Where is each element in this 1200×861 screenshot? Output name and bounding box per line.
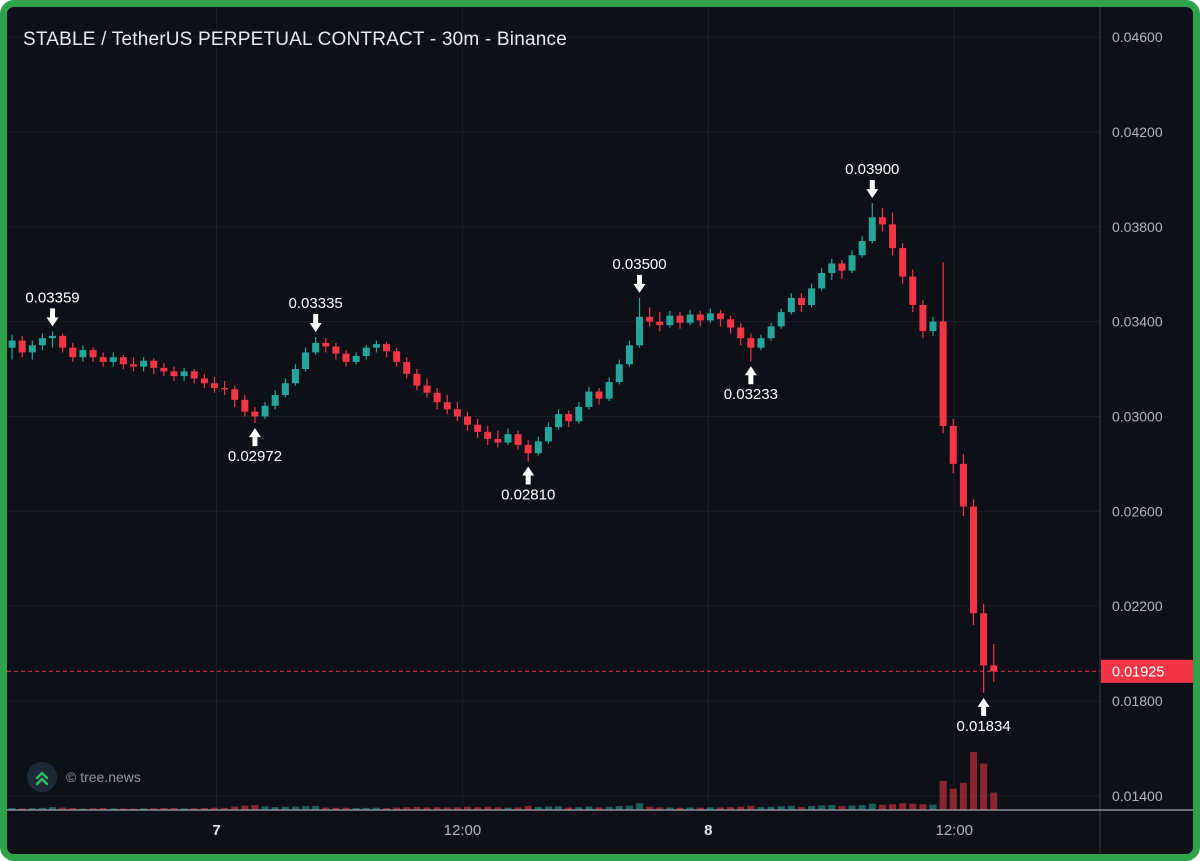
arrow-down-icon xyxy=(46,308,59,327)
annotation-label: 0.01834 xyxy=(956,718,1010,735)
arrow-up-icon xyxy=(977,697,990,716)
arrow-up-icon xyxy=(744,366,757,385)
price-tick-label: 0.02200 xyxy=(1112,598,1163,614)
price-axis[interactable]: 0.04600 0.04200 0.03800 0.03400 0.03000 0.026… xyxy=(1112,29,1163,804)
attribution-text: © tree.news xyxy=(66,769,141,785)
grid xyxy=(7,7,1100,810)
annotation-label: 0.03500 xyxy=(612,256,666,273)
arrow-up-icon xyxy=(248,428,261,447)
price-tick-label: 0.03800 xyxy=(1112,219,1163,235)
time-axis[interactable]: 7 12:00 8 12:00 xyxy=(212,822,973,839)
tree-news-logo-icon xyxy=(27,762,57,792)
annotation-label: 0.02810 xyxy=(501,486,555,503)
attribution: © tree.news xyxy=(27,762,141,792)
arrow-down-icon xyxy=(633,274,646,293)
price-tick-label: 0.02600 xyxy=(1112,503,1163,519)
annotation-label: 0.03900 xyxy=(845,161,899,178)
annotation-label: 0.03233 xyxy=(724,386,778,403)
annotation-label: 0.02972 xyxy=(228,448,282,465)
price-tick-label: 0.01800 xyxy=(1112,693,1163,709)
chart-title: STABLE / TetherUS PERPETUAL CONTRACT - 3… xyxy=(23,29,567,50)
arrow-down-icon xyxy=(866,180,879,199)
price-tick-label: 0.01400 xyxy=(1112,788,1163,804)
last-price-tag: 0.01925 xyxy=(1101,659,1193,683)
arrow-down-icon xyxy=(309,314,322,333)
price-tick-label: 0.04200 xyxy=(1112,124,1163,140)
annotations: 0.03359 0.02972 0.03335 0.02810 0.03500 0.032… xyxy=(25,161,1010,735)
time-tick-label: 8 xyxy=(704,822,712,839)
candlestick-chart-canvas[interactable]: 0.03359 0.02972 0.03335 0.02810 0.03500 0.032… xyxy=(7,7,1193,854)
price-tick-label: 0.04600 xyxy=(1112,29,1163,45)
time-tick-label: 12:00 xyxy=(444,822,482,839)
time-tick-label: 12:00 xyxy=(935,822,973,839)
time-tick-label: 7 xyxy=(212,822,220,839)
annotation-label: 0.03335 xyxy=(289,295,343,312)
price-tick-label: 0.03000 xyxy=(1112,408,1163,424)
last-price-value: 0.01925 xyxy=(1112,664,1164,680)
price-tick-label: 0.03400 xyxy=(1112,314,1163,330)
price-chart-pane[interactable]: 0.03359 0.02972 0.03335 0.02810 0.03500 0.032… xyxy=(7,7,1193,854)
annotation-label: 0.03359 xyxy=(25,289,79,306)
candles xyxy=(8,203,998,693)
volume-bars xyxy=(8,752,998,810)
arrow-up-icon xyxy=(522,466,535,485)
